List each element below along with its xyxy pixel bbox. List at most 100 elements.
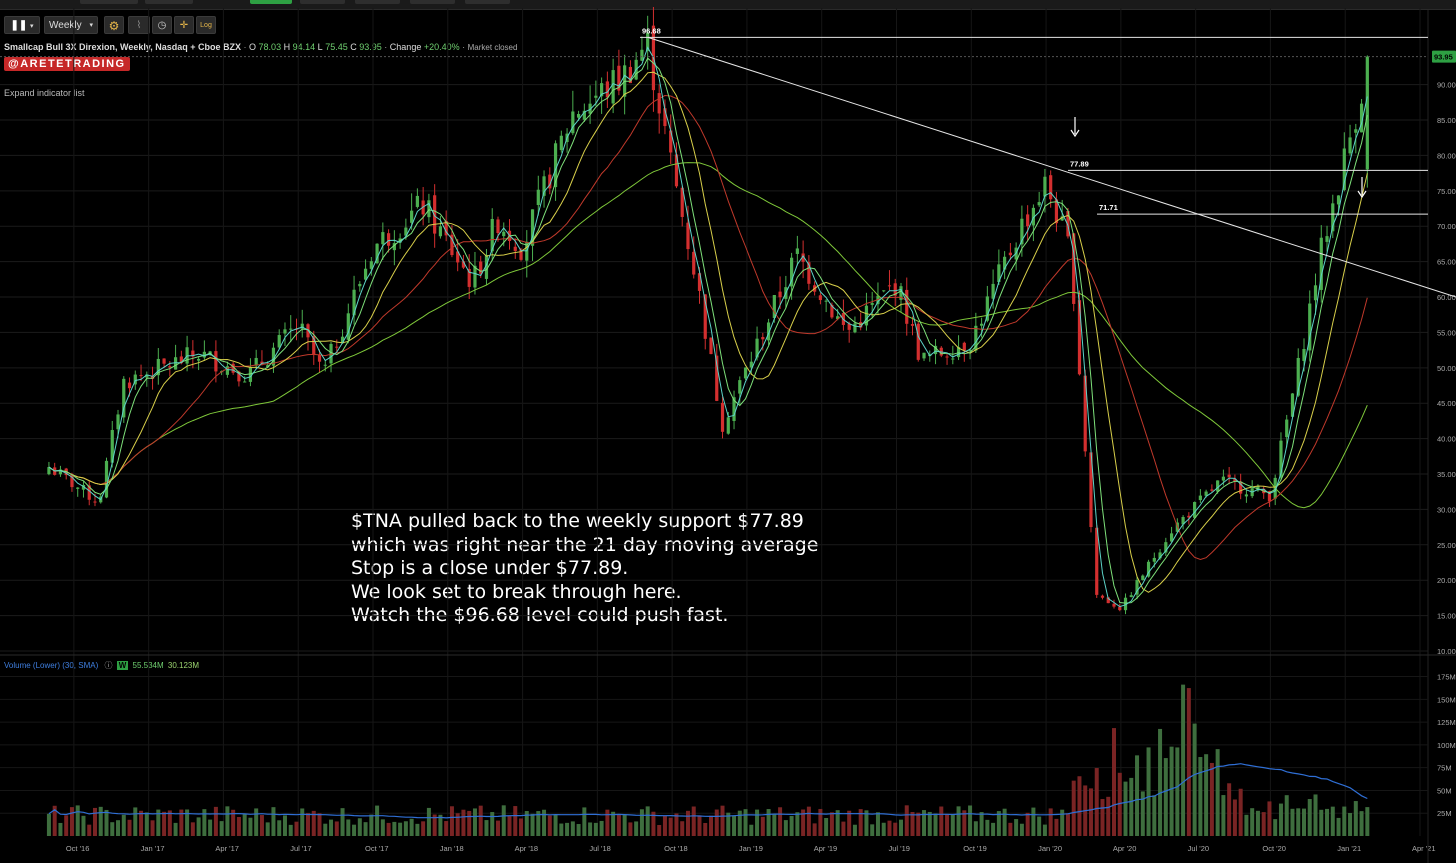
compare-button[interactable]: ⌇ — [128, 16, 150, 34]
volume-bar — [1209, 762, 1214, 836]
candle-body — [853, 323, 857, 333]
price-tick-label: 30.00 — [1437, 505, 1456, 514]
expand-indicator-link[interactable]: Expand indicator list — [4, 88, 85, 98]
candle-body — [168, 366, 172, 368]
date-tick-label: Jan '18 — [440, 844, 464, 853]
candle-body — [1112, 603, 1116, 607]
volume-bar — [1227, 783, 1232, 836]
date-tick-label: Jan '20 — [1038, 844, 1062, 853]
volume-tick-label: 100M — [1437, 741, 1456, 750]
volume-bar — [979, 812, 984, 836]
log-scale-button[interactable]: Log — [196, 16, 216, 34]
candle-body — [974, 325, 978, 351]
tab-stub[interactable] — [355, 0, 400, 4]
candle-body — [697, 273, 702, 291]
volume-bar — [1319, 809, 1324, 836]
candle-body — [1216, 480, 1220, 492]
candle-body — [363, 268, 368, 280]
candle-body — [766, 322, 771, 341]
volume-bar — [478, 805, 483, 836]
candle-body — [496, 219, 500, 234]
volume-bar — [841, 821, 846, 836]
candle-body — [576, 114, 581, 118]
candle-body — [191, 350, 195, 357]
date-tick-label: Jul '17 — [290, 844, 311, 853]
tab-stub[interactable] — [145, 0, 193, 4]
volume-bar — [1019, 823, 1024, 836]
volume-bar — [916, 812, 921, 836]
candle-body — [882, 290, 886, 292]
volume-bar — [962, 810, 967, 836]
close-label: C — [350, 42, 357, 52]
volume-bar — [495, 820, 500, 836]
clock-button[interactable]: ◷ — [152, 16, 172, 34]
candle-body — [617, 65, 621, 91]
volume-bar — [1002, 808, 1007, 836]
interval-select[interactable]: Weekly ▾ — [44, 16, 98, 34]
volume-bar — [104, 809, 109, 836]
candle-body — [1221, 476, 1225, 481]
tab-stub[interactable] — [410, 0, 455, 4]
volume-bar — [352, 824, 357, 836]
candle-body — [369, 261, 373, 269]
candle-body — [628, 66, 633, 84]
drawing-button[interactable]: ✛ — [174, 16, 194, 34]
date-tick-label: Jul '20 — [1188, 844, 1209, 853]
volume-bar — [824, 817, 829, 836]
candle-body — [600, 83, 604, 97]
candle-body — [479, 261, 483, 274]
crosshair-icon: ✛ — [179, 20, 189, 31]
clock-icon: ◷ — [157, 20, 167, 31]
candle-body — [1049, 175, 1053, 200]
candle-body — [1302, 348, 1306, 362]
candle-body — [70, 474, 74, 488]
candle-body — [162, 358, 166, 364]
volume-bar — [945, 814, 950, 836]
price-tick-label: 55.00 — [1437, 328, 1456, 337]
date-tick-label: Oct '20 — [1262, 844, 1286, 853]
candle-body — [197, 358, 201, 361]
volume-bar — [657, 825, 662, 836]
volume-bar — [1140, 791, 1145, 836]
candle-body — [530, 209, 535, 246]
tab-stub[interactable] — [80, 0, 138, 4]
candle-body — [778, 291, 782, 298]
candle-body — [847, 323, 851, 330]
candle-body — [807, 262, 811, 284]
date-tick-label: Oct '17 — [365, 844, 389, 853]
candle-body — [743, 367, 748, 379]
candle-body — [692, 251, 696, 275]
info-icon[interactable]: ⓘ — [104, 661, 113, 670]
tab-stub[interactable] — [465, 0, 510, 4]
candle-body — [1198, 495, 1202, 501]
volume-bar — [1146, 747, 1151, 836]
date-tick-label: Jan '21 — [1337, 844, 1361, 853]
change-label: Change — [389, 42, 422, 52]
volume-bar — [1175, 747, 1180, 836]
candle-body — [243, 381, 247, 383]
volume-bar — [340, 808, 345, 836]
volume-bar — [311, 810, 316, 836]
watermark-badge: @ARETETRADING — [4, 57, 130, 71]
candle-body — [1095, 527, 1099, 595]
volume-bar — [559, 823, 564, 836]
volume-bar — [818, 808, 823, 836]
candle-body — [47, 467, 51, 475]
chevron-down-icon: ▾ — [30, 23, 34, 30]
candle-body — [145, 374, 149, 378]
volume-bar — [317, 813, 322, 836]
volume-bar — [1204, 754, 1209, 836]
volume-bar — [1330, 806, 1335, 836]
candle-body — [110, 430, 114, 463]
tab-stub[interactable] — [300, 0, 345, 4]
candlestick-icon-button[interactable]: ❚❚ ▾ — [4, 16, 40, 34]
tab-stub-active[interactable] — [250, 0, 292, 4]
volume-title: Volume (Lower) (30, SMA) — [4, 661, 99, 670]
candle-body — [669, 130, 673, 153]
volume-bar — [127, 819, 132, 836]
candle-body — [893, 283, 897, 296]
interval-badge: W — [116, 661, 129, 670]
settings-button[interactable]: ⚙ — [104, 16, 124, 34]
candle-body — [513, 246, 517, 251]
